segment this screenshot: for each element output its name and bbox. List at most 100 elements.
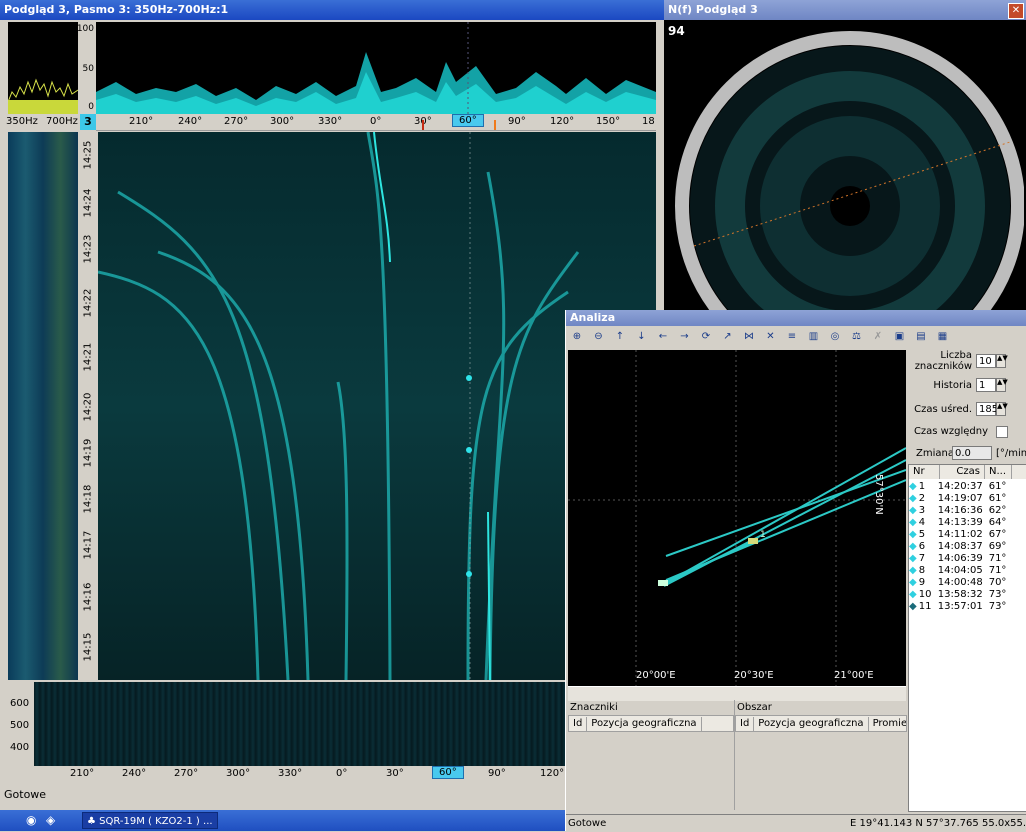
map-marker-label: 1 bbox=[760, 530, 766, 540]
taskbar-task-button[interactable]: ♣ SQR-19M ( KZO2-1 ) ... bbox=[82, 812, 218, 829]
main-window-title[interactable]: Podgląd 3, Pasmo 3: 350Hz-700Hz:1 bbox=[0, 0, 664, 20]
list-header-czas[interactable]: Czas bbox=[940, 465, 985, 479]
pan-right-icon[interactable]: → bbox=[676, 329, 693, 345]
lofar-panel[interactable] bbox=[34, 682, 656, 766]
lofar-bearing-axis[interactable]: 210° 240° 270° 300° 330° 0° 30° 60° 90° … bbox=[34, 766, 656, 782]
splitter[interactable] bbox=[568, 686, 906, 701]
scale-0: 0 bbox=[88, 102, 94, 112]
bottom-tick: 240° bbox=[122, 768, 147, 779]
obszar-label: Obszar bbox=[737, 702, 772, 713]
bottom-tick: 300° bbox=[226, 768, 251, 779]
polar-window-title[interactable]: N(f) Podgląd 3 ✕ bbox=[664, 0, 1026, 20]
list-item-bearing: 71° bbox=[988, 565, 1007, 576]
list-item[interactable]: ◆ 8 14:04:05 71° bbox=[909, 565, 1026, 577]
list-item[interactable]: ◆ 6 14:08:37 69° bbox=[909, 541, 1026, 553]
target-icon[interactable]: ◎ bbox=[827, 329, 843, 345]
analysis-map[interactable]: 1 20°00'E 20°30'E 21°00'E 57°30'N bbox=[568, 350, 906, 686]
polar-display[interactable] bbox=[674, 22, 1024, 310]
obszar-col-pos[interactable]: Pozycja geograficzna bbox=[754, 717, 869, 731]
obszar-col-id[interactable]: Id bbox=[736, 717, 755, 731]
list-item[interactable]: ◆ 7 14:06:39 71° bbox=[909, 553, 1026, 565]
scale-icon[interactable]: ⚖ bbox=[848, 329, 865, 345]
chart-icon[interactable]: ▥ bbox=[805, 329, 822, 345]
zmiana-input[interactable]: 0.0 bbox=[952, 446, 992, 460]
list-header: Nr Czas N... bbox=[909, 465, 1026, 479]
zoom-out-icon[interactable]: ⊖ bbox=[590, 329, 607, 345]
list-header-n[interactable]: N... bbox=[985, 465, 1012, 479]
pan-down-icon[interactable]: ↓ bbox=[633, 329, 650, 345]
zoom-in-icon[interactable]: ⊕ bbox=[569, 329, 585, 345]
bearing-tick: 300° bbox=[270, 116, 295, 127]
lofar-scale-600: 600 bbox=[10, 698, 30, 709]
list-item-czas: 14:13:39 bbox=[937, 517, 983, 528]
historia-spinner[interactable]: ▲▼ bbox=[996, 378, 1008, 392]
bearing-tick-selected[interactable]: 60° bbox=[452, 114, 484, 127]
list-header-nr[interactable]: Nr bbox=[909, 465, 940, 479]
analysis-controls: Liczba znaczników 10 ▲▼ Historia 1 ▲▼ Cz… bbox=[908, 350, 1026, 464]
view-2-icon[interactable]: ▤ bbox=[913, 329, 929, 345]
diamond-icon: ◆ bbox=[909, 553, 917, 564]
czas-input[interactable]: 185 bbox=[976, 402, 998, 416]
liczba-spinner[interactable]: ▲▼ bbox=[996, 354, 1008, 368]
analysis-window: Analiza ⊕ ⊖ ↑ ↓ ← → ⟳ ↗ ⋈ ✕ ≡ ▥ ◎ ⚖ ✗ ▣ … bbox=[565, 310, 1026, 831]
quicklaunch-ie-icon[interactable]: ◉ bbox=[26, 813, 37, 827]
polar-window: N(f) Podgląd 3 ✕ 94 bbox=[664, 0, 1026, 310]
main-window: Podgląd 3, Pasmo 3: 350Hz-700Hz:1 100 50… bbox=[0, 0, 664, 801]
czas-wzgl-checkbox[interactable] bbox=[996, 426, 1008, 438]
bearing-tick: 240° bbox=[178, 116, 203, 127]
historia-input[interactable]: 1 bbox=[976, 378, 996, 392]
list-item[interactable]: ◆ 11 13:57:01 73° bbox=[909, 601, 1026, 613]
obszar-col-r[interactable]: Promień bbox=[868, 717, 906, 731]
bearing-tick: 270° bbox=[224, 116, 249, 127]
list-item[interactable]: ◆ 9 14:00:48 70° bbox=[909, 577, 1026, 589]
disabled-icon[interactable]: ✗ bbox=[870, 329, 886, 345]
list-item[interactable]: ◆ 2 14:19:07 61° bbox=[909, 493, 1026, 505]
list-item-nr: 10 bbox=[918, 589, 932, 600]
czas-wzgl-label: Czas względny bbox=[913, 426, 988, 437]
pan-up-icon[interactable]: ↑ bbox=[612, 329, 628, 345]
bearing-spectrum bbox=[96, 22, 656, 114]
bearing-list[interactable]: Nr Czas N... ◆ 1 14:20:37 61° ◆ 2 14:19:07 61° ◆ 3 1… bbox=[908, 464, 1026, 812]
list-item[interactable]: ◆ 3 14:16:36 62° bbox=[909, 505, 1026, 517]
bottom-tick: 120° bbox=[540, 768, 565, 779]
measure-icon[interactable]: ↗ bbox=[719, 329, 736, 345]
quicklaunch-app-icon[interactable]: ◈ bbox=[46, 813, 56, 827]
view-3-icon[interactable]: ▦ bbox=[934, 329, 951, 345]
lofar-scale-400: 400 bbox=[10, 742, 30, 753]
refresh-icon[interactable]: ⟳ bbox=[698, 329, 714, 345]
main-status-bar: Gotowe bbox=[4, 788, 47, 801]
list-item-nr: 5 bbox=[918, 529, 926, 540]
list-item-bearing: 62° bbox=[988, 505, 1007, 516]
bearing-marker-red bbox=[422, 120, 424, 130]
analysis-window-title-text: Analiza bbox=[570, 311, 616, 324]
znaczniki-col-id[interactable]: Id bbox=[569, 717, 588, 731]
list-item-nr: 6 bbox=[918, 541, 926, 552]
list-item-bearing: 67° bbox=[988, 529, 1007, 540]
znaczniki-col-pos[interactable]: Pozycja geograficzna bbox=[587, 717, 702, 731]
analysis-scale: 55.0x55. bbox=[982, 818, 1026, 829]
list-item[interactable]: ◆ 5 14:11:02 67° bbox=[909, 529, 1026, 541]
view-1-icon[interactable]: ▣ bbox=[891, 329, 908, 345]
bearing-tick: 120° bbox=[550, 116, 575, 127]
list-item[interactable]: ◆ 4 14:13:39 64° bbox=[909, 517, 1026, 529]
band-number-badge[interactable]: 3 bbox=[80, 114, 96, 130]
czas-spinner[interactable]: ▲▼ bbox=[996, 402, 1008, 416]
time-label: 14:22 bbox=[82, 288, 94, 318]
freq-label-row: 350Hz 700Hz bbox=[0, 114, 80, 130]
list-item-bearing: 64° bbox=[988, 517, 1007, 528]
list-item-czas: 14:19:07 bbox=[937, 493, 983, 504]
bearing-axis[interactable]: 210° 240° 270° 300° 330° 0° 30° 60° 90° … bbox=[96, 114, 656, 131]
bearing-waterfall[interactable] bbox=[98, 132, 656, 680]
split-icon[interactable]: ⋈ bbox=[741, 329, 757, 345]
cross-icon[interactable]: ✕ bbox=[762, 329, 779, 345]
close-icon[interactable]: ✕ bbox=[1008, 3, 1024, 19]
bottom-tick-selected[interactable]: 60° bbox=[432, 766, 464, 779]
task-label: SQR-19M ( KZO2-1 ) ... bbox=[99, 816, 213, 827]
diamond-icon: ◆ bbox=[909, 589, 917, 600]
pan-left-icon[interactable]: ← bbox=[655, 329, 671, 345]
list-item[interactable]: ◆ 1 14:20:37 61° bbox=[909, 481, 1026, 493]
analysis-window-title[interactable]: Analiza bbox=[566, 310, 1026, 326]
sort-icon[interactable]: ≡ bbox=[784, 329, 800, 345]
list-item[interactable]: ◆ 10 13:58:32 73° bbox=[909, 589, 1026, 601]
liczba-input[interactable]: 10 bbox=[976, 354, 996, 368]
